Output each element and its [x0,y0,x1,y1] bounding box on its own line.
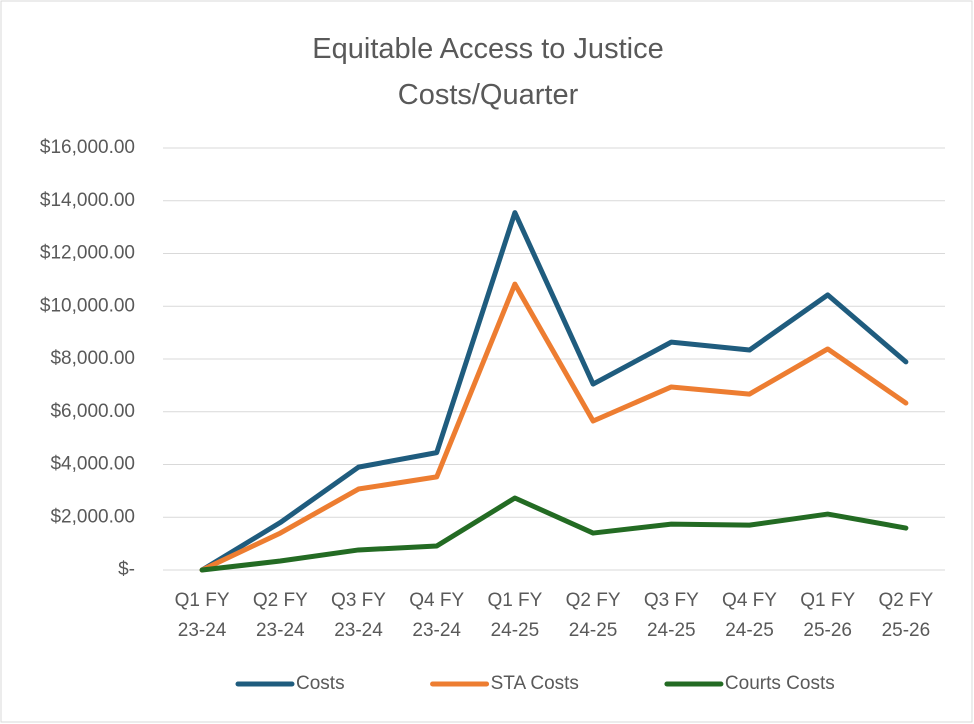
series-line [199,495,909,573]
x-tick-label: Q3 FY 24-25 [643,590,699,641]
y-tick-label: $10,000.00 [40,295,135,316]
legend-label: Costs [296,673,345,694]
x-tick-label: Q1 FY 25-26 [800,590,856,641]
x-tick-label: Q2 FY 24-25 [565,590,621,641]
legend-label: Courts Costs [725,673,835,694]
y-tick-label: $12,000.00 [40,243,135,264]
y-tick-label: $8,000.00 [50,348,135,369]
chart-title: Equitable Access to Justice Costs/Quarte… [312,33,664,111]
y-tick-label: $4,000.00 [50,454,135,475]
x-tick-label: Q2 FY 23-24 [252,590,308,641]
series-line [199,210,909,573]
y-tick-label: $2,000.00 [50,506,135,527]
y-tick-label: $- [118,559,135,580]
y-tick-label: $16,000.00 [40,137,135,158]
x-tick-label: Q4 FY 23-24 [409,590,465,641]
legend-label: STA Costs [491,673,579,694]
x-tick-label: Q1 FY 23-24 [174,590,230,641]
y-tick-label: $14,000.00 [40,190,135,211]
series-line [199,281,909,573]
x-tick-label: Q2 FY 25-26 [878,590,934,641]
x-tick-label: Q4 FY 24-25 [722,590,777,641]
y-tick-label: $6,000.00 [50,401,135,422]
x-tick-label: Q1 FY 24-25 [487,590,543,641]
x-tick-label: Q3 FY 23-24 [331,590,386,641]
